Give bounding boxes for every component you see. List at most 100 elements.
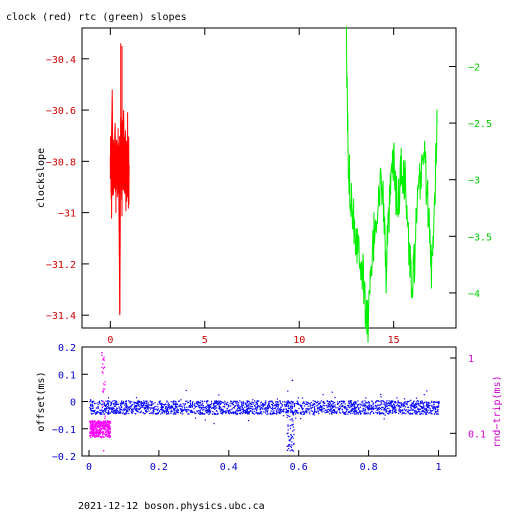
offset-point <box>201 400 204 402</box>
offset-point <box>385 402 387 404</box>
offset-point <box>150 407 152 409</box>
offset-point <box>312 400 314 402</box>
offset-point <box>291 410 294 412</box>
offset-point <box>302 401 304 403</box>
offset-point <box>348 411 350 413</box>
offset-point <box>391 401 393 403</box>
offset-point <box>125 402 127 404</box>
offset-point <box>287 404 290 406</box>
offset-point <box>238 402 240 404</box>
y-tick-label: −31.2 <box>46 260 76 271</box>
offset-point <box>276 405 278 407</box>
offset-point <box>309 402 311 404</box>
offset-point <box>187 413 190 415</box>
offset-point <box>128 406 130 409</box>
roundtrip-point <box>103 356 105 358</box>
offset-point <box>108 404 110 406</box>
offset-point <box>401 403 403 405</box>
offset-point <box>310 410 312 412</box>
offset-point <box>378 411 380 413</box>
offset-point <box>362 400 364 402</box>
offset-point <box>346 410 348 412</box>
offset-point <box>288 444 290 446</box>
y2-tick-label: 0.1 <box>468 429 486 440</box>
roundtrip-point <box>96 432 98 434</box>
offset-point <box>166 401 168 403</box>
offset-point <box>365 405 367 407</box>
roundtrip-point <box>91 426 93 428</box>
offset-point <box>281 405 283 407</box>
offset-point <box>421 401 423 403</box>
offset-point <box>194 413 196 415</box>
offset-point <box>327 411 329 413</box>
offset-point <box>245 412 247 414</box>
offset-point <box>307 402 309 404</box>
offset-point <box>355 403 357 405</box>
offset-point <box>204 400 206 402</box>
offset-point <box>182 409 184 411</box>
offset-point <box>241 411 243 413</box>
offset-point <box>271 403 273 406</box>
offset-point <box>219 406 221 408</box>
roundtrip-point <box>106 434 108 436</box>
offset-point <box>236 410 238 412</box>
roundtrip-point <box>98 435 100 438</box>
offset-point <box>317 404 319 406</box>
offset-point <box>417 403 419 405</box>
offset-point <box>434 406 436 408</box>
y-tick-label: −31.4 <box>46 311 76 322</box>
offset-point <box>205 407 208 410</box>
roundtrip-point <box>99 428 101 431</box>
offset-point <box>158 401 161 403</box>
offset-point <box>170 406 172 408</box>
offset-point <box>116 401 118 403</box>
footer-text: 2021-12-12 boson.physics.ubc.ca <box>78 501 265 512</box>
roundtrip-point <box>91 427 93 430</box>
offset-point <box>264 412 266 414</box>
offset-point <box>423 405 425 408</box>
offset-point <box>194 404 196 406</box>
offset-point <box>92 407 94 409</box>
offset-point <box>231 408 233 410</box>
offset-point <box>242 403 244 405</box>
offset-point <box>101 413 103 415</box>
offset-point <box>287 401 289 403</box>
offset-point <box>380 396 382 398</box>
offset-point <box>196 401 198 403</box>
offset-point <box>104 408 106 410</box>
offset-point <box>290 446 292 449</box>
offset-point <box>171 410 173 413</box>
offset-point <box>293 406 295 408</box>
offset-point <box>102 400 104 402</box>
offset-point <box>171 405 173 407</box>
offset-point <box>333 405 335 407</box>
offset-point <box>322 401 324 403</box>
offset-point <box>247 412 249 414</box>
offset-point <box>149 404 151 406</box>
offset-point <box>129 402 131 404</box>
offset-point <box>253 408 255 410</box>
offset-point <box>419 400 421 402</box>
offset-point <box>290 410 292 412</box>
offset-point <box>307 409 309 411</box>
offset-point <box>124 402 126 404</box>
offset-point <box>275 406 277 408</box>
offset-point <box>200 404 202 406</box>
offset-point <box>116 411 118 413</box>
offset-point <box>282 415 285 417</box>
offset-point <box>216 407 218 409</box>
offset-point <box>426 405 428 407</box>
offset-point <box>125 411 127 414</box>
offset-point <box>95 412 97 414</box>
offset-point <box>339 411 341 413</box>
offset-point <box>221 411 223 414</box>
offset-point <box>302 413 304 415</box>
offset-point <box>412 405 414 407</box>
offset-point <box>236 404 239 407</box>
offset-point <box>330 405 332 407</box>
offset-point <box>122 401 124 403</box>
offset-point <box>228 409 231 411</box>
offset-point <box>305 407 307 410</box>
offset-point <box>353 405 355 407</box>
offset-point <box>438 403 440 405</box>
